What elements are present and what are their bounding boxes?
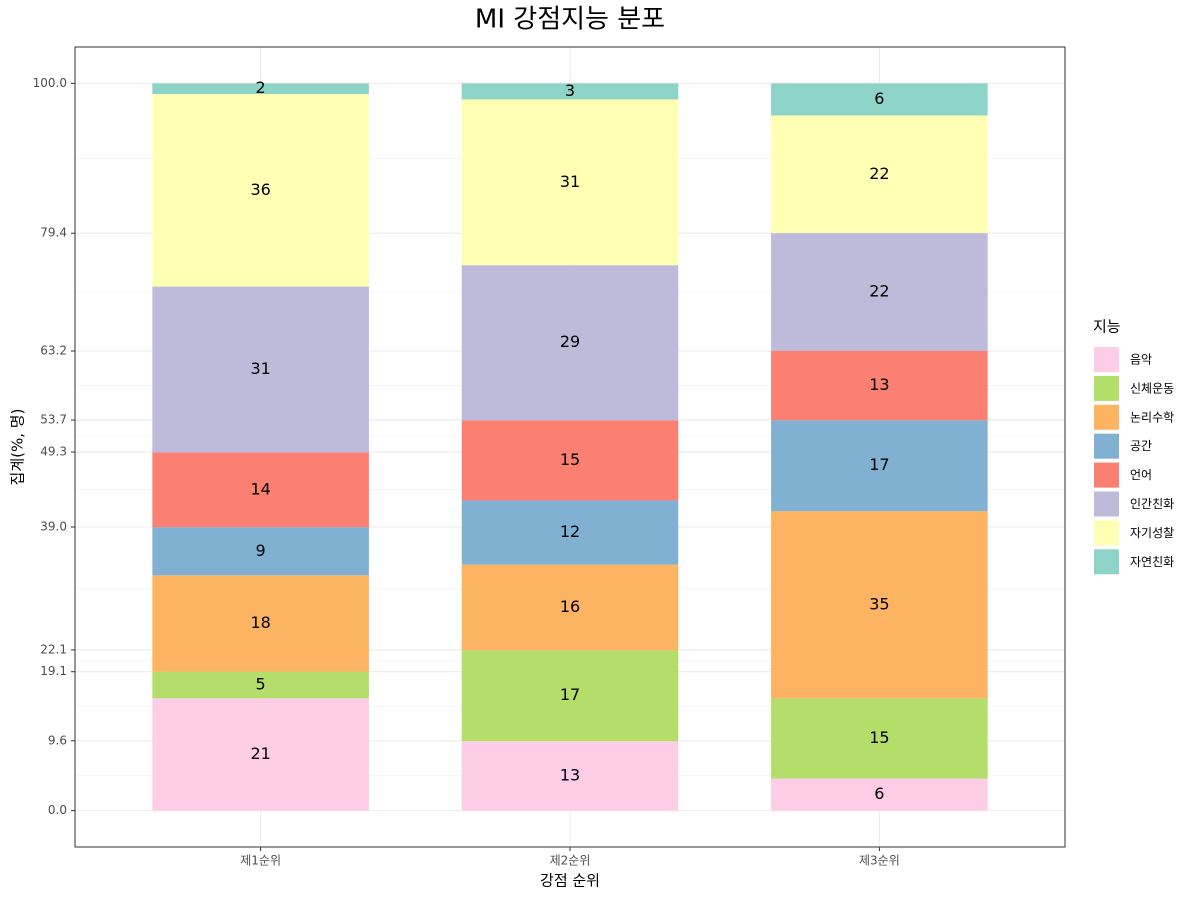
bar-segment (152, 452, 369, 528)
data-label: 31 (560, 172, 580, 191)
bar-segment (461, 564, 679, 651)
data-label: 13 (869, 375, 889, 394)
bar-segment (771, 420, 988, 512)
y-tick-label: 9.6 (48, 733, 67, 747)
bar-segment (152, 671, 369, 699)
data-label: 14 (250, 479, 270, 498)
chart-title: MI 강점지능 분포 (475, 5, 665, 35)
legend-swatch (1094, 375, 1119, 401)
data-label: 29 (560, 332, 580, 351)
legend-swatch (1094, 491, 1119, 517)
y-tick-label: 39.0 (40, 520, 67, 534)
bar-segment (461, 83, 679, 100)
legend-swatch (1094, 347, 1119, 372)
bar-segment (771, 698, 988, 779)
data-label: 17 (560, 685, 580, 704)
plot-border (74, 46, 1066, 848)
data-label: 17 (869, 455, 889, 474)
legend-swatch (1094, 433, 1119, 459)
bar-segment (771, 83, 988, 116)
data-label: 15 (869, 728, 889, 747)
legend-swatch (1094, 549, 1119, 575)
data-label: 3 (565, 81, 575, 100)
bar-segment (461, 420, 679, 501)
bar-segment (152, 575, 369, 672)
data-label: 22 (869, 164, 889, 183)
x-tick-label: 제1순위 (240, 854, 281, 868)
data-label: 21 (250, 744, 270, 763)
bar-segment (461, 741, 679, 811)
data-label: 12 (560, 522, 580, 541)
bar-segment (461, 99, 679, 266)
bar-segment (771, 350, 988, 421)
data-label: 6 (874, 89, 884, 108)
legend-label: 논리수학 (1130, 410, 1174, 424)
bar-segment (771, 233, 988, 351)
data-label: 6 (874, 784, 884, 803)
data-label: 18 (250, 613, 270, 632)
legend-label: 음악 (1130, 353, 1152, 367)
data-label: 16 (560, 597, 580, 616)
x-tick-label: 제3순위 (859, 854, 900, 868)
bar-segment (152, 83, 369, 95)
bar-segment (771, 778, 988, 811)
data-label: 2 (256, 78, 266, 97)
bar-segment (152, 527, 369, 576)
data-label: 36 (250, 180, 270, 199)
bar-segment (461, 650, 679, 742)
data-label: 15 (560, 450, 580, 469)
y-tick-label: 53.7 (40, 413, 67, 427)
legend-label: 신체운동 (1130, 381, 1174, 395)
legend-swatch (1094, 462, 1119, 488)
y-axis-label: 집계(%, 명) (9, 409, 27, 486)
legend-label: 자기성찰 (1130, 526, 1174, 540)
y-tick-label: 19.1 (40, 664, 67, 678)
bar-segment (152, 698, 369, 811)
y-tick-label: 22.1 (40, 642, 67, 656)
y-tick-label: 100.0 (33, 76, 67, 90)
bar-segment (461, 500, 679, 565)
y-tick-label: 0.0 (48, 803, 67, 817)
legend-label: 공간 (1130, 439, 1152, 453)
data-label: 22 (869, 281, 889, 300)
legend-label: 인간친화 (1130, 497, 1174, 511)
data-label: 35 (869, 594, 889, 613)
bar-segment (461, 265, 679, 421)
legend-swatch (1094, 404, 1119, 430)
bar-segment (771, 511, 988, 699)
data-label: 9 (256, 541, 266, 560)
data-label: 31 (250, 359, 270, 378)
legend-swatch (1094, 520, 1119, 546)
bar-segment (771, 115, 988, 234)
x-axis-label: 강점 순위 (540, 872, 600, 890)
legend-title: 지능 (1093, 318, 1121, 336)
data-label: 13 (560, 765, 580, 784)
bar-segment (152, 286, 369, 453)
y-tick-label: 79.4 (40, 226, 67, 240)
x-tick-label: 제2순위 (550, 854, 591, 868)
data-label: 5 (256, 674, 266, 693)
bar-segment (152, 94, 369, 287)
legend-label: 언어 (1130, 468, 1152, 482)
y-tick-label: 49.3 (40, 445, 67, 459)
legend-label: 자연친화 (1130, 555, 1174, 569)
y-tick-label: 63.2 (40, 344, 67, 358)
